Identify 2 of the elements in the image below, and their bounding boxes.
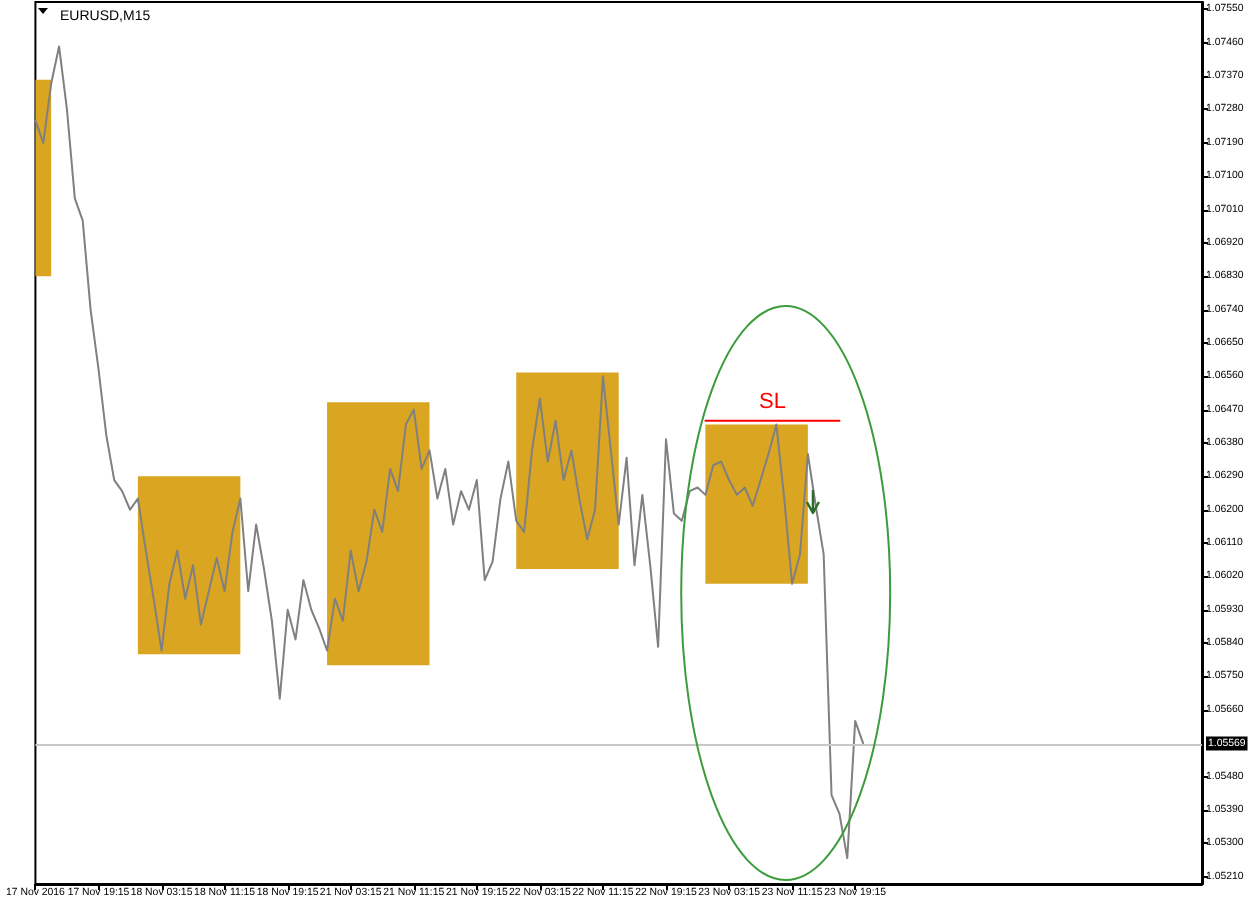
line-series [34, 45, 865, 860]
series-label: SL [759, 389, 786, 414]
